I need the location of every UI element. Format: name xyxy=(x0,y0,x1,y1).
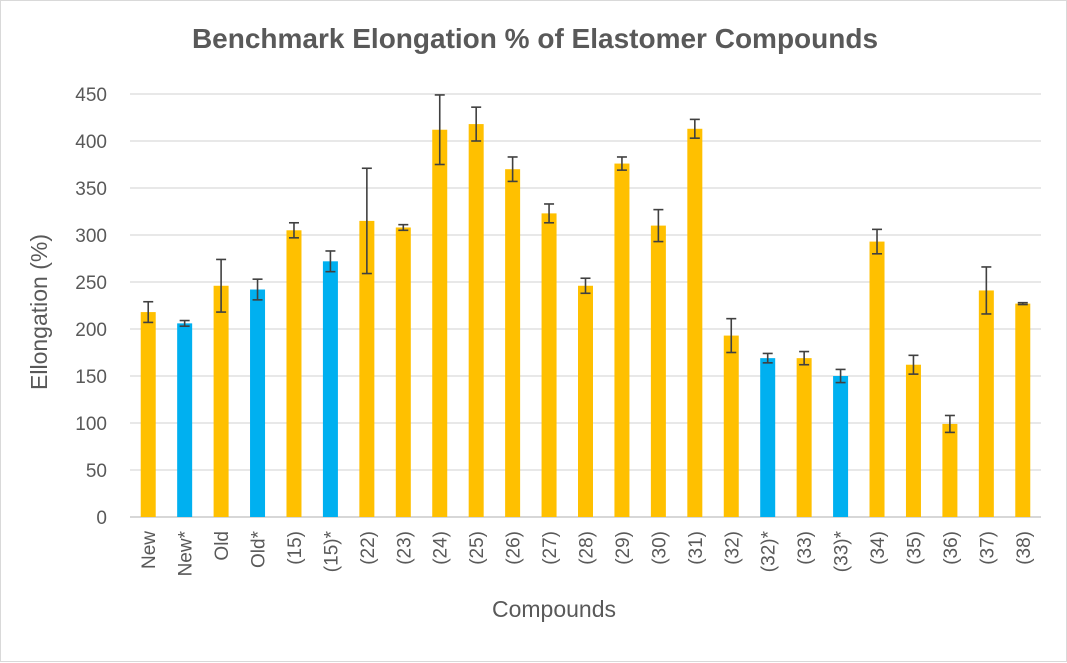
error-bar-(37) xyxy=(981,266,992,315)
x-tick-label: (35) xyxy=(904,531,925,565)
error-bar-(27) xyxy=(544,203,555,224)
y-tick-label: 200 xyxy=(75,320,107,341)
x-tick-label: (32) xyxy=(722,531,743,565)
y-tick-label: 400 xyxy=(75,132,107,153)
y-tick-label: 150 xyxy=(75,367,107,388)
x-axis-ticks: New New* Old Old* (15) (15)* (22) (23) (24) (25) (… xyxy=(139,530,1035,576)
x-tick-label: New* xyxy=(176,530,197,576)
bar-(27) xyxy=(541,213,557,517)
error-bar-(25) xyxy=(471,106,482,142)
y-tick-label: 50 xyxy=(86,461,107,482)
x-tick-label: (22) xyxy=(358,531,379,565)
error-bar-(38) xyxy=(1017,301,1028,306)
y-tick-label: 250 xyxy=(75,273,107,294)
bar-(22) xyxy=(359,220,375,517)
bar-(26) xyxy=(505,169,521,517)
error-bar-(34) xyxy=(872,228,883,255)
error-bar-(33) xyxy=(799,350,810,366)
x-tick-label: (24) xyxy=(431,531,452,565)
bar-(15)* xyxy=(322,261,338,517)
y-tick-label: 300 xyxy=(75,226,107,247)
x-tick-label: (31) xyxy=(686,531,707,565)
x-tick-label: Old xyxy=(212,531,233,561)
x-tick-label: (23) xyxy=(394,531,415,565)
x-tick-label: (29) xyxy=(613,531,634,565)
error-bar-(26) xyxy=(507,156,518,183)
bar-New* xyxy=(177,323,193,517)
bar-(29) xyxy=(614,163,630,517)
error-bar-New xyxy=(143,300,154,324)
bar-(15) xyxy=(286,230,302,518)
y-axis-ticks: 0 50 100 150 200 250 300 350 400 450 xyxy=(75,85,107,529)
bar-(28) xyxy=(578,285,593,517)
bar-(35) xyxy=(905,364,921,517)
bar-(32) xyxy=(723,335,739,517)
bar-(33)* xyxy=(833,376,849,517)
error-bar-(15)* xyxy=(325,250,336,273)
x-tick-label: (32)* xyxy=(759,530,780,572)
bar-(24) xyxy=(432,129,448,517)
error-bar-(32)* xyxy=(762,352,773,364)
x-tick-label: (37) xyxy=(977,531,998,565)
bar-(36) xyxy=(942,423,958,517)
x-tick-label: (30) xyxy=(649,531,670,565)
y-axis-label: Ellongation (%) xyxy=(26,234,52,390)
error-bar-(24) xyxy=(434,94,445,166)
bar-(37) xyxy=(978,290,994,517)
error-bar-(35) xyxy=(908,354,919,375)
error-bar-(32) xyxy=(726,317,737,354)
bar-(34) xyxy=(869,241,885,517)
bar-(31) xyxy=(687,128,703,517)
bar-(23) xyxy=(395,227,411,518)
error-bar-New* xyxy=(179,319,190,327)
bar-(33) xyxy=(796,358,812,517)
error-bar-(28) xyxy=(580,277,591,295)
y-tick-label: 450 xyxy=(75,85,107,106)
error-bar-(31) xyxy=(689,118,700,139)
bar-(38) xyxy=(1015,303,1031,517)
x-tick-label: (34) xyxy=(868,531,889,565)
error-bar-(33)* xyxy=(835,368,846,384)
x-tick-label: (25) xyxy=(467,531,488,565)
y-tick-label: 100 xyxy=(75,414,107,435)
x-tick-label: Old* xyxy=(249,530,270,568)
x-tick-label: New xyxy=(139,531,160,569)
error-bar-(15) xyxy=(288,221,299,239)
bar-Old* xyxy=(250,289,266,517)
bar-(30) xyxy=(650,225,666,517)
x-tick-label: (26) xyxy=(504,531,525,565)
chart-title: Benchmark Elongation % of Elastomer Comp… xyxy=(192,23,878,54)
error-bar-(36) xyxy=(944,414,955,434)
x-tick-label: (15)* xyxy=(321,530,342,572)
x-tick-label: (33) xyxy=(795,531,816,565)
bars xyxy=(140,124,1031,518)
error-bars xyxy=(143,94,1028,434)
bar-(32)* xyxy=(760,358,776,517)
error-bar-Old* xyxy=(252,278,263,301)
x-axis-label: Compounds xyxy=(492,596,616,622)
error-bar-(23) xyxy=(398,223,409,232)
x-tick-label: (36) xyxy=(941,531,962,565)
x-tick-label: (33)* xyxy=(832,530,853,572)
x-tick-label: (15) xyxy=(285,531,306,565)
bar-(25) xyxy=(468,124,484,517)
error-bar-(29) xyxy=(616,156,627,171)
y-tick-label: 0 xyxy=(96,508,107,529)
x-tick-label: (28) xyxy=(577,531,598,565)
bar-Old xyxy=(213,285,229,517)
error-bar-Old xyxy=(216,258,227,313)
bar-New xyxy=(140,312,156,517)
y-tick-label: 350 xyxy=(75,179,107,200)
x-tick-label: (27) xyxy=(540,531,561,565)
error-bar-(22) xyxy=(361,167,372,275)
error-bar-(30) xyxy=(653,208,664,243)
x-tick-label: (38) xyxy=(1014,531,1035,565)
